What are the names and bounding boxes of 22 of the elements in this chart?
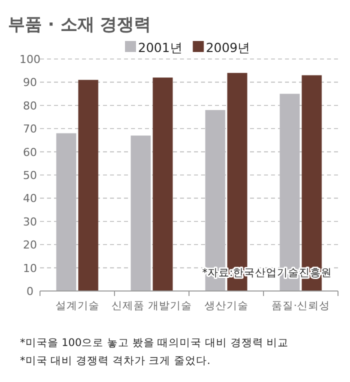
legend-label: 2009년 (206, 40, 251, 55)
y-tick-label: 20 (23, 238, 37, 252)
y-tick-label: 90 (23, 76, 37, 90)
x-tick-label: 생산기술 (204, 300, 248, 312)
chart-title: 부품 · 소재 경쟁력 (8, 15, 152, 35)
text: *미국을 100으로 놓고 봤을 때의미국 대비 경쟁력 비교 (20, 337, 289, 349)
legend-label: 2001년 (138, 40, 183, 55)
y-tick-label: 80 (23, 99, 37, 112)
text: *미국 대비 경쟁력 격차가 크게 줄었다. (20, 355, 210, 367)
y-tick-label: 50 (23, 169, 37, 182)
y-tick-label: 0 (26, 285, 34, 298)
x-tick-label: 품질·신뢰성 (272, 300, 330, 312)
y-tick-label: 10 (23, 262, 37, 275)
bar (78, 80, 98, 291)
x-tick-label: 신제품 개발기술 (112, 300, 192, 312)
x-tick-label: 설계기술 (55, 300, 100, 312)
bar (152, 78, 173, 291)
y-tick-label: 60 (23, 146, 37, 159)
y-tick-label: 100 (20, 53, 40, 66)
y-tick-label: 70 (23, 122, 37, 136)
y-tick-label: 40 (23, 192, 37, 206)
y-tick-label: 30 (23, 215, 37, 228)
